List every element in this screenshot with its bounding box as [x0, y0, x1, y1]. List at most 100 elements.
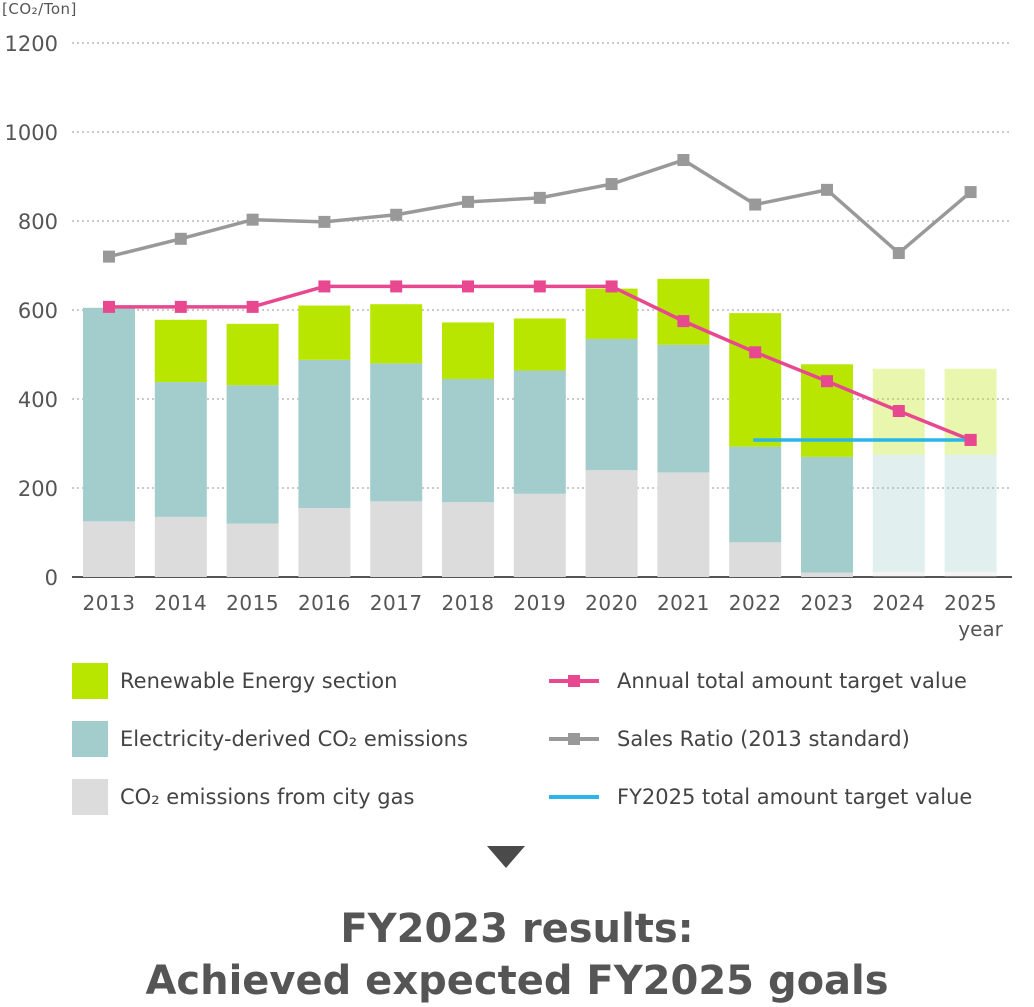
legend-label-city-gas: CO₂ emissions from city gas [120, 785, 415, 809]
x-tick-label: 2022 [729, 591, 782, 615]
bar-electricity-2017 [370, 363, 423, 502]
bar-renewable-2020 [585, 288, 638, 339]
emissions-chart: 0 200 400 600 800 1000 1200 2013 2014 2015 2016 201… [5, 32, 1012, 641]
legend-label-electricity: Electricity-derived CO₂ emissions [120, 727, 468, 751]
bar-electricity-2025 [944, 454, 997, 572]
y-tick-label: 200 [18, 477, 58, 501]
legend-item-electricity: Electricity-derived CO₂ emissions [72, 719, 468, 759]
point-annual_target-2015 [246, 300, 259, 313]
annual-target-line-icon [549, 671, 599, 691]
point-sales_ratio-2024 [892, 247, 905, 260]
line-sales_ratio [108, 158, 972, 259]
point-annual_target-2020 [605, 280, 618, 293]
x-tick-label: 2025 [944, 591, 997, 615]
bar-electricity-2023 [801, 456, 853, 573]
x-tick-label: 2016 [298, 591, 351, 615]
legend-item-sales-ratio: Sales Ratio (2013 standard) [549, 719, 910, 759]
point-sales_ratio-2020 [605, 178, 618, 191]
legend-item-city-gas: CO₂ emissions from city gas [72, 777, 414, 817]
y-tick-label: 1200 [5, 32, 58, 56]
x-tick-label: 2017 [370, 591, 423, 615]
point-annual_target-2022 [749, 346, 762, 359]
fy2025-target-line-icon [549, 787, 599, 807]
point-annual_target-2013 [103, 300, 115, 313]
bar-city_gas-2024 [872, 571, 925, 577]
down-arrow-icon [487, 846, 525, 868]
bar-electricity-2022 [729, 446, 782, 543]
y-axis-unit-label: [CO₂/Ton] [2, 0, 77, 18]
x-tick-label: 2019 [513, 591, 566, 615]
bar-renewable-2016 [298, 305, 351, 360]
bar-electricity-2020 [585, 338, 638, 471]
bar-city_gas-2017 [370, 501, 423, 577]
conclusion-text: FY2023 results: Achieved expected FY2025… [0, 903, 1034, 1007]
y-tick-label: 0 [45, 566, 58, 590]
point-sales_ratio-2014 [174, 232, 187, 245]
bar-city_gas-2018 [442, 502, 494, 577]
point-annual_target-2014 [174, 300, 187, 313]
bar-city_gas-2016 [298, 508, 351, 577]
point-sales_ratio-2025 [964, 186, 977, 199]
sales-ratio-line-icon [549, 729, 599, 749]
x-tick-label: 2024 [872, 591, 925, 615]
y-tick-label: 800 [18, 210, 58, 234]
bar-city_gas-2021 [657, 472, 710, 577]
city-gas-swatch [72, 779, 108, 815]
point-sales_ratio-2019 [533, 191, 546, 204]
point-annual_target-2018 [462, 280, 474, 293]
conclusion-line-2: Achieved expected FY2025 goals [145, 958, 889, 1004]
point-sales_ratio-2023 [821, 183, 833, 196]
legend-label-sales-ratio: Sales Ratio (2013 standard) [617, 727, 910, 751]
lines [103, 154, 977, 446]
bar-renewable-2014 [154, 319, 207, 383]
x-tick-label: 2023 [801, 591, 854, 615]
bar-electricity-2021 [657, 344, 710, 473]
bar-renewable-2015 [226, 323, 279, 386]
y-tick-label: 400 [18, 388, 58, 412]
bar-electricity-2019 [513, 370, 566, 494]
bar-city_gas-2013 [83, 521, 135, 577]
legend: Renewable Energy section Electricity-der… [0, 656, 1034, 826]
point-annual_target-2017 [390, 280, 403, 293]
bar-electricity-2015 [226, 385, 279, 524]
bar-renewable-2018 [442, 322, 494, 379]
renewable-swatch [72, 663, 108, 699]
bar-city_gas-2020 [585, 470, 638, 577]
point-annual_target-2016 [318, 280, 331, 293]
conclusion-line-1: FY2023 results: [340, 906, 694, 952]
bar-renewable-2019 [513, 318, 566, 371]
x-tick-label: 2020 [585, 591, 638, 615]
point-annual_target-2019 [533, 280, 546, 293]
legend-label-fy2025-target: FY2025 total amount target value [617, 785, 973, 809]
electricity-swatch [72, 721, 108, 757]
bar-city_gas-2022 [729, 542, 782, 577]
point-sales_ratio-2018 [462, 195, 474, 208]
bar-electricity-2016 [298, 359, 351, 509]
tick-labels: 0 200 400 600 800 1000 1200 2013 2014 2015 2016 201… [5, 32, 1004, 641]
legend-item-fy2025-target: FY2025 total amount target value [549, 777, 972, 817]
legend-item-renewable: Renewable Energy section [72, 661, 397, 701]
bar-city_gas-2025 [944, 571, 997, 577]
y-tick-label: 600 [18, 299, 58, 323]
point-sales_ratio-2015 [246, 213, 259, 226]
y-tick-label: 1000 [5, 121, 58, 145]
x-tick-label: 2014 [154, 591, 207, 615]
bar-city_gas-2023 [801, 572, 853, 577]
point-sales_ratio-2021 [677, 154, 690, 167]
point-annual_target-end-overlay [964, 433, 977, 446]
bar-renewable-2022 [729, 313, 782, 447]
point-sales_ratio-2016 [318, 215, 331, 228]
bar-city_gas-2019 [513, 493, 566, 577]
legend-label-annual-target: Annual total amount target value [617, 669, 967, 693]
x-tick-label: 2018 [442, 591, 495, 615]
x-tick-label: 2015 [226, 591, 279, 615]
bar-electricity-2024 [872, 454, 925, 572]
x-tick-label: 2021 [657, 591, 710, 615]
x-axis-year-label: year [958, 617, 1003, 641]
bar-renewable-2017 [370, 304, 423, 364]
point-annual_target-2023 [821, 375, 833, 388]
bar-electricity-2018 [442, 378, 494, 503]
bar-city_gas-2014 [154, 516, 207, 577]
legend-item-annual-target: Annual total amount target value [549, 661, 967, 701]
point-sales_ratio-2013 [103, 250, 115, 263]
